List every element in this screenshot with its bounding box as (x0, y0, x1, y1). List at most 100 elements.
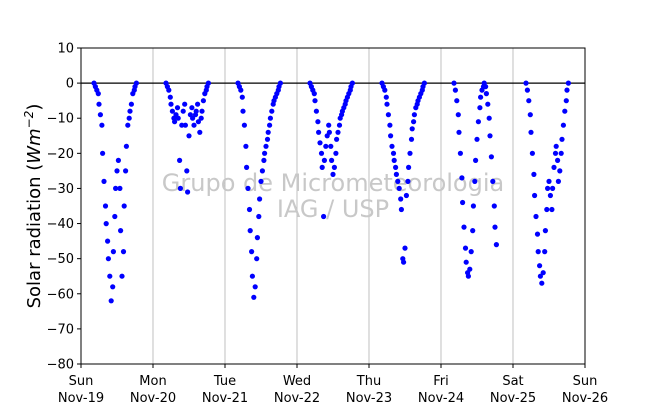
data-point (457, 150, 463, 156)
data-point (529, 150, 536, 156)
x-tick-label-date: Nov-20 (130, 391, 176, 406)
data-point (487, 133, 493, 139)
data-point (555, 157, 561, 163)
data-point (483, 91, 489, 97)
data-point (184, 168, 190, 174)
data-point (247, 228, 253, 234)
data-point (452, 87, 458, 93)
y-axis-label-unit: Wm (24, 128, 45, 163)
data-point (549, 206, 555, 213)
data-point (326, 122, 332, 128)
data-point (537, 263, 543, 269)
data-point (241, 122, 247, 128)
data-point (240, 108, 246, 114)
data-point (249, 249, 255, 255)
data-point (470, 203, 476, 209)
data-point (261, 157, 267, 163)
data-point (267, 115, 273, 121)
data-point (323, 143, 329, 149)
data-point (245, 185, 251, 191)
data-point (317, 140, 323, 146)
data-point (254, 256, 260, 262)
data-point (105, 238, 111, 244)
data-point (180, 108, 186, 114)
data-point (251, 294, 257, 300)
data-point (114, 168, 120, 174)
x-tick-label-date: Nov-19 (58, 391, 104, 406)
data-point (177, 185, 183, 191)
y-tick-label: −20 (47, 147, 74, 162)
data-point (315, 119, 321, 125)
data-point (468, 249, 474, 255)
data-point (551, 164, 557, 170)
x-tick-label-day: Tue (213, 374, 236, 389)
data-point (120, 249, 127, 255)
data-point (318, 150, 325, 156)
data-point (167, 94, 173, 100)
data-point (421, 80, 427, 86)
data-point (382, 87, 388, 93)
data-point (265, 129, 271, 135)
data-point (524, 87, 531, 93)
data-point (256, 213, 262, 220)
data-point (190, 115, 196, 121)
data-point (493, 242, 499, 248)
y-tick-label: −40 (47, 217, 74, 232)
data-point (264, 136, 271, 142)
x-tick-label-date: Nov-25 (490, 391, 536, 406)
plot-frame (80, 47, 586, 365)
data-point (492, 224, 498, 230)
data-point (393, 171, 399, 177)
data-point (329, 157, 335, 163)
data-point (335, 129, 341, 135)
data-point (398, 196, 404, 202)
data-point (269, 108, 275, 114)
data-point (328, 143, 334, 149)
data-point (112, 213, 118, 220)
data-point (119, 273, 125, 279)
data-point (383, 94, 389, 100)
x-tick-label-day: Sun (69, 374, 94, 389)
data-point (123, 168, 129, 174)
data-point (259, 168, 265, 174)
data-point (387, 122, 393, 128)
data-point (402, 245, 408, 251)
data-point (540, 270, 546, 276)
data-point (108, 298, 114, 304)
data-point (125, 122, 131, 128)
data-point (485, 101, 491, 107)
y-tick-label: 0 (66, 77, 74, 92)
data-point (463, 259, 469, 265)
data-point (267, 122, 273, 128)
data-point (528, 129, 534, 135)
data-point (326, 129, 332, 135)
data-point (407, 150, 413, 156)
data-point (532, 192, 538, 199)
data-point (542, 228, 549, 234)
data-point (398, 206, 404, 213)
data-point (121, 203, 127, 209)
data-point (470, 228, 476, 234)
y-axis-label-exponent: −2 (22, 111, 36, 129)
data-point (243, 143, 249, 149)
data-point (249, 273, 255, 279)
data-point (182, 122, 188, 128)
data-point (405, 178, 411, 184)
x-tick-label-day: Fri (433, 374, 449, 389)
data-point (123, 143, 129, 149)
data-point (486, 115, 492, 121)
data-point (330, 171, 336, 177)
data-point (550, 185, 556, 191)
data-point (349, 80, 355, 86)
data-point (534, 231, 541, 237)
data-point (391, 157, 397, 163)
y-tick-label: −80 (47, 358, 74, 373)
data-point (189, 105, 195, 111)
data-point (467, 266, 473, 272)
data-point (113, 185, 119, 191)
data-point (401, 259, 407, 265)
data-point (477, 105, 483, 111)
data-point (384, 101, 390, 107)
data-points (91, 80, 572, 304)
